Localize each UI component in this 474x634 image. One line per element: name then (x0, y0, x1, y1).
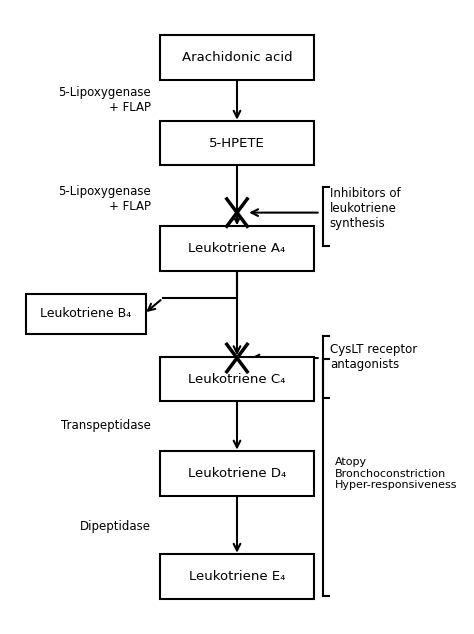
Text: Leukotriene C₄: Leukotriene C₄ (188, 373, 286, 385)
Text: 5-HPETE: 5-HPETE (209, 136, 265, 150)
FancyBboxPatch shape (160, 554, 314, 599)
Text: Arachidonic acid: Arachidonic acid (182, 51, 292, 64)
Text: Inhibitors of
leukotriene
synthesis: Inhibitors of leukotriene synthesis (330, 187, 401, 230)
Text: Transpeptidase: Transpeptidase (61, 419, 151, 432)
Text: Leukotriene D₄: Leukotriene D₄ (188, 467, 286, 480)
FancyBboxPatch shape (26, 294, 146, 334)
FancyBboxPatch shape (160, 35, 314, 80)
Text: CysLT receptor
antagonists: CysLT receptor antagonists (330, 344, 417, 372)
Text: 5-Lipoxygenase
+ FLAP: 5-Lipoxygenase + FLAP (58, 185, 151, 213)
Text: 5-Lipoxygenase
+ FLAP: 5-Lipoxygenase + FLAP (58, 86, 151, 113)
Text: Leukotriene B₄: Leukotriene B₄ (40, 307, 132, 320)
Text: Leukotriene A₄: Leukotriene A₄ (188, 242, 286, 255)
Text: Dipeptidase: Dipeptidase (80, 520, 151, 533)
FancyBboxPatch shape (160, 120, 314, 165)
Text: Atopy
Bronchoconstriction
Hyper-responsiveness: Atopy Bronchoconstriction Hyper-responsi… (335, 457, 457, 490)
Text: Leukotriene E₄: Leukotriene E₄ (189, 570, 285, 583)
FancyBboxPatch shape (160, 357, 314, 401)
FancyBboxPatch shape (160, 451, 314, 496)
FancyBboxPatch shape (160, 226, 314, 271)
